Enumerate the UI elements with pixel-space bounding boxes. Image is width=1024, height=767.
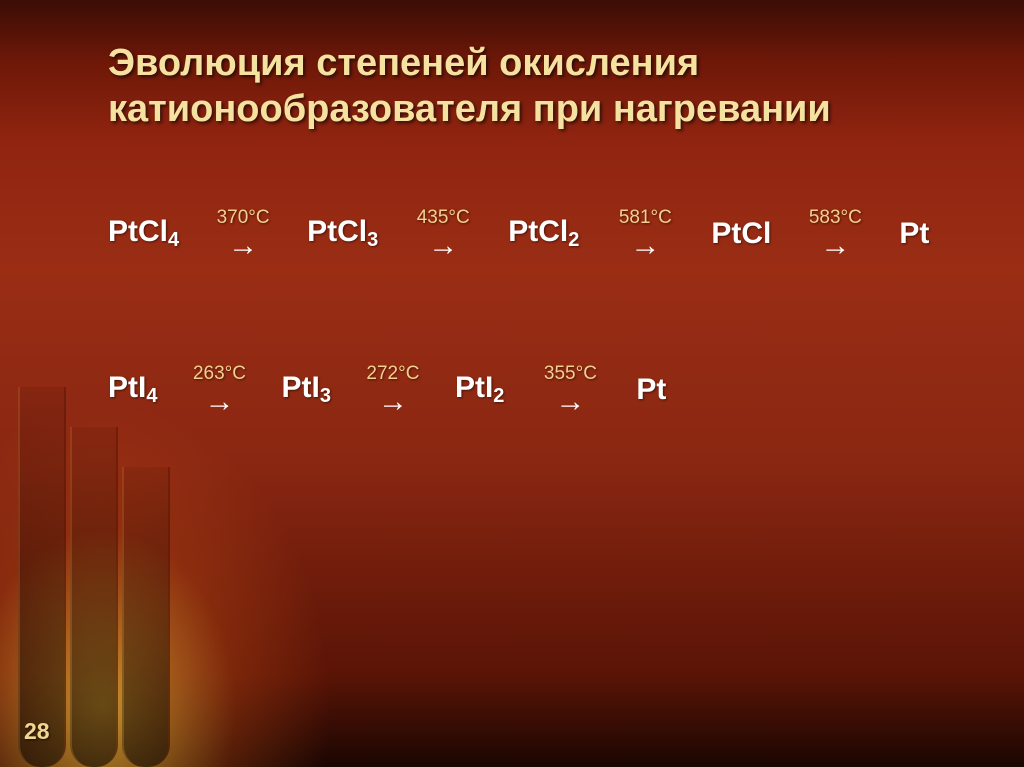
arrow-icon: → bbox=[630, 229, 660, 262]
compound: PtI4 bbox=[108, 371, 157, 408]
subscript: 2 bbox=[568, 229, 579, 251]
compound: PtCl2 bbox=[508, 215, 579, 252]
reactions-container: PtCl4370°С→PtCl3435°С→PtCl2581°С→PtCl583… bbox=[108, 207, 952, 427]
compound: PtI3 bbox=[281, 371, 330, 408]
subscript: 4 bbox=[146, 385, 157, 407]
temperature-label: 355°С bbox=[514, 363, 626, 385]
compound: PtCl3 bbox=[307, 215, 378, 252]
arrow-icon: → bbox=[428, 229, 458, 262]
slide-title: Эволюция степеней окисления катионообраз… bbox=[108, 40, 952, 133]
arrow-icon: → bbox=[378, 385, 408, 418]
temperature-label: 370°С bbox=[189, 207, 297, 229]
arrow-box: 583°С→ bbox=[781, 207, 889, 261]
arrow-box: 370°С→ bbox=[189, 207, 297, 261]
arrow-box: 435°С→ bbox=[388, 207, 498, 261]
slide: Эволюция степеней окисления катионообраз… bbox=[0, 0, 1024, 767]
compound: Pt bbox=[636, 373, 666, 407]
subscript: 2 bbox=[493, 385, 504, 407]
slide-number: 28 bbox=[24, 718, 50, 745]
subscript: 3 bbox=[367, 229, 378, 251]
arrow-icon: → bbox=[555, 385, 585, 418]
temperature-label: 263°С bbox=[167, 363, 271, 385]
arrow-icon: → bbox=[820, 229, 850, 262]
temperature-label: 435°С bbox=[388, 207, 498, 229]
temperature-label: 583°С bbox=[781, 207, 889, 229]
subscript: 4 bbox=[168, 229, 179, 251]
compound: PtI2 bbox=[455, 371, 504, 408]
arrow-box: 581°С→ bbox=[589, 207, 701, 261]
reaction-row: PtI4263°С→PtI3272°С→PtI2355°С→Pt bbox=[108, 363, 952, 427]
reaction-row: PtCl4370°С→PtCl3435°С→PtCl2581°С→PtCl583… bbox=[108, 207, 952, 271]
arrow-icon: → bbox=[228, 229, 258, 262]
compound: PtCl4 bbox=[108, 215, 179, 252]
arrow-box: 355°С→ bbox=[514, 363, 626, 417]
arrow-box: 263°С→ bbox=[167, 363, 271, 417]
subscript: 3 bbox=[320, 385, 331, 407]
temperature-label: 272°С bbox=[341, 363, 445, 385]
arrow-box: 272°С→ bbox=[341, 363, 445, 417]
temperature-label: 581°С bbox=[589, 207, 701, 229]
compound: Pt bbox=[899, 217, 929, 251]
compound: PtCl bbox=[711, 217, 771, 251]
arrow-icon: → bbox=[204, 385, 234, 418]
